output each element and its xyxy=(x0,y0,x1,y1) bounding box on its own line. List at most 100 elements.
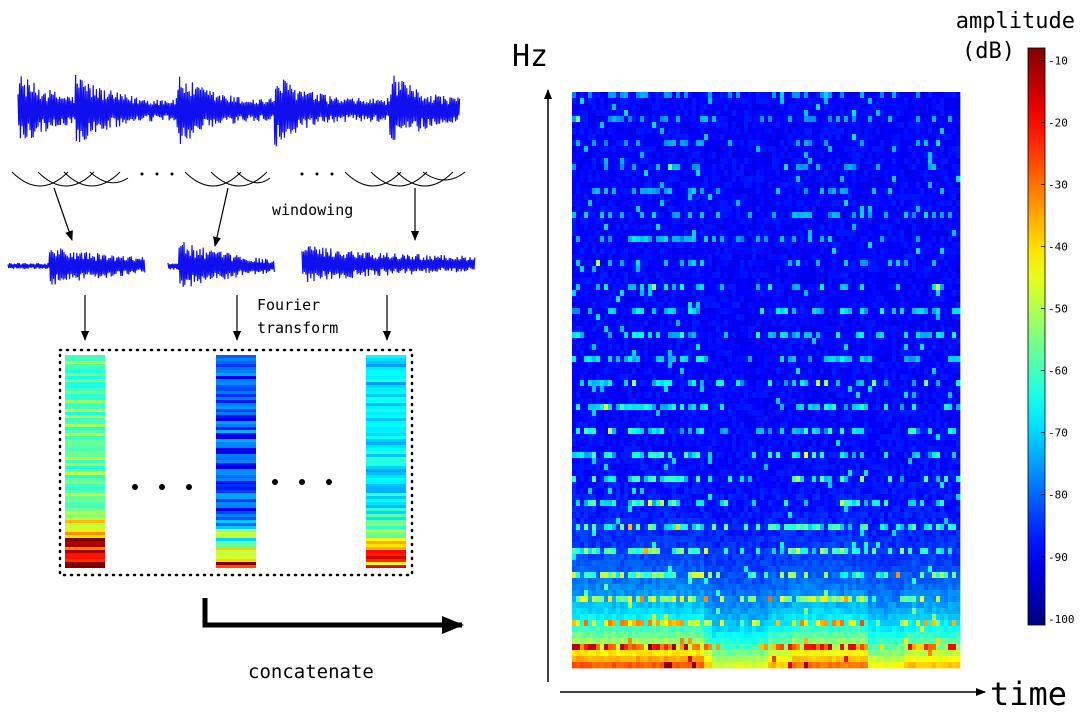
spectrogram-cell xyxy=(732,416,736,422)
spectrogram-cell xyxy=(728,548,732,554)
spectrogram-cell xyxy=(600,398,604,404)
spectrogram-cell xyxy=(668,200,672,206)
spectrogram-cell xyxy=(688,422,692,428)
spectrogram-cell xyxy=(668,374,672,380)
spectrogram-cell xyxy=(604,464,608,470)
spectrogram-cell xyxy=(624,542,628,548)
spectrogram-cell xyxy=(752,554,756,560)
spectrogram-cell xyxy=(600,128,604,134)
spectrogram-cell xyxy=(716,464,720,470)
spectrogram-cell xyxy=(644,638,648,644)
spectrogram-cell xyxy=(616,410,620,416)
spectrogram-cell xyxy=(624,536,628,542)
spectrogram-cell xyxy=(676,434,680,440)
spectrogram-cell xyxy=(584,188,588,194)
spectrogram-cell xyxy=(668,662,672,668)
spectrogram-cell xyxy=(760,278,764,284)
spectrogram-cell xyxy=(608,518,612,524)
spectrogram-cell xyxy=(604,542,608,548)
spectrogram-cell xyxy=(624,104,628,110)
spectrogram-cell xyxy=(592,578,596,584)
spectrogram-cell xyxy=(708,290,712,296)
spectrogram-cell xyxy=(744,602,748,608)
spectrogram-cell xyxy=(584,92,588,98)
spectrogram-cell xyxy=(704,194,708,200)
spectrogram-cell xyxy=(588,188,592,194)
spectrum-band xyxy=(65,463,105,466)
spectrogram-cell xyxy=(628,452,632,458)
spectrogram-cell xyxy=(744,380,748,386)
spectrogram-cell xyxy=(628,602,632,608)
spectrogram-cell xyxy=(684,230,688,236)
spectrogram-cell xyxy=(656,122,660,128)
spectrogram-cell xyxy=(648,524,652,530)
spectrogram-cell xyxy=(608,338,612,344)
spectrogram-cell xyxy=(760,416,764,422)
spectrogram-cell xyxy=(764,344,768,350)
spectrogram-cell xyxy=(648,428,652,434)
spectrogram-cell xyxy=(632,458,636,464)
spectrogram-cell xyxy=(660,206,664,212)
spectrogram-cell xyxy=(664,626,668,632)
spectrogram-cell xyxy=(664,116,668,122)
spectrogram-cell xyxy=(640,332,644,338)
spectrogram-cell xyxy=(696,332,700,338)
spectrogram-cell xyxy=(584,452,588,458)
spectrogram-cell xyxy=(652,350,656,356)
spectrogram-cell xyxy=(708,626,712,632)
spectrogram-cell xyxy=(760,92,764,98)
spectrogram-cell xyxy=(660,236,664,242)
spectrogram-cell xyxy=(620,320,624,326)
spectrogram-cell xyxy=(628,308,632,314)
spectrogram-cell xyxy=(680,566,684,572)
spectrogram-cell xyxy=(704,476,708,482)
spectrogram-cell xyxy=(624,602,628,608)
spectrogram-cell xyxy=(664,146,668,152)
spectrogram-cell xyxy=(612,656,616,662)
spectrogram-cell xyxy=(652,260,656,266)
spectrogram-cell xyxy=(688,656,692,662)
spectrogram-cell xyxy=(672,530,676,536)
spectrogram-cell xyxy=(736,218,740,224)
spectrogram-cell xyxy=(664,368,668,374)
spectrogram-cell xyxy=(604,656,608,662)
spectrogram-cell xyxy=(604,104,608,110)
spectrum-band xyxy=(216,367,256,370)
spectrogram-cell xyxy=(680,308,684,314)
spectrogram-cell xyxy=(632,404,636,410)
spectrogram-cell xyxy=(668,560,672,566)
spectrum-band xyxy=(65,397,105,400)
spectrogram-cell xyxy=(680,314,684,320)
spectrogram-cell xyxy=(668,254,672,260)
spectrogram-cell xyxy=(672,548,676,554)
spectrogram-cell xyxy=(592,266,596,272)
spectrogram-cell xyxy=(600,98,604,104)
spectrogram-cell xyxy=(640,242,644,248)
spectrogram-cell xyxy=(724,632,728,638)
spectrogram-cell xyxy=(684,158,688,164)
spectrogram-cell xyxy=(692,428,696,434)
spectrogram-cell xyxy=(680,374,684,380)
spectrogram-cell xyxy=(684,404,688,410)
spectrogram-cell xyxy=(596,632,600,638)
spectrogram-cell xyxy=(712,518,716,524)
spectrogram-cell xyxy=(656,452,660,458)
spectrogram-cell xyxy=(764,632,768,638)
spectrogram-cell xyxy=(716,602,720,608)
spectrogram-cell xyxy=(592,200,596,206)
spectrogram-cell xyxy=(764,530,768,536)
spectrogram-cell xyxy=(632,590,636,596)
spectrogram-cell xyxy=(628,398,632,404)
spectrogram-cell xyxy=(768,146,772,152)
spectrogram-cell xyxy=(680,584,684,590)
spectrogram-cell xyxy=(660,428,664,434)
spectrogram-cell xyxy=(732,284,736,290)
spectrogram-cell xyxy=(632,146,636,152)
spectrogram-cell xyxy=(688,560,692,566)
spectrogram-cell xyxy=(760,494,764,500)
spectrogram-cell xyxy=(584,212,588,218)
spectrogram-cell xyxy=(680,194,684,200)
spectrogram-cell xyxy=(616,140,620,146)
spectrogram-cell xyxy=(628,278,632,284)
spectrogram-cell xyxy=(752,290,756,296)
